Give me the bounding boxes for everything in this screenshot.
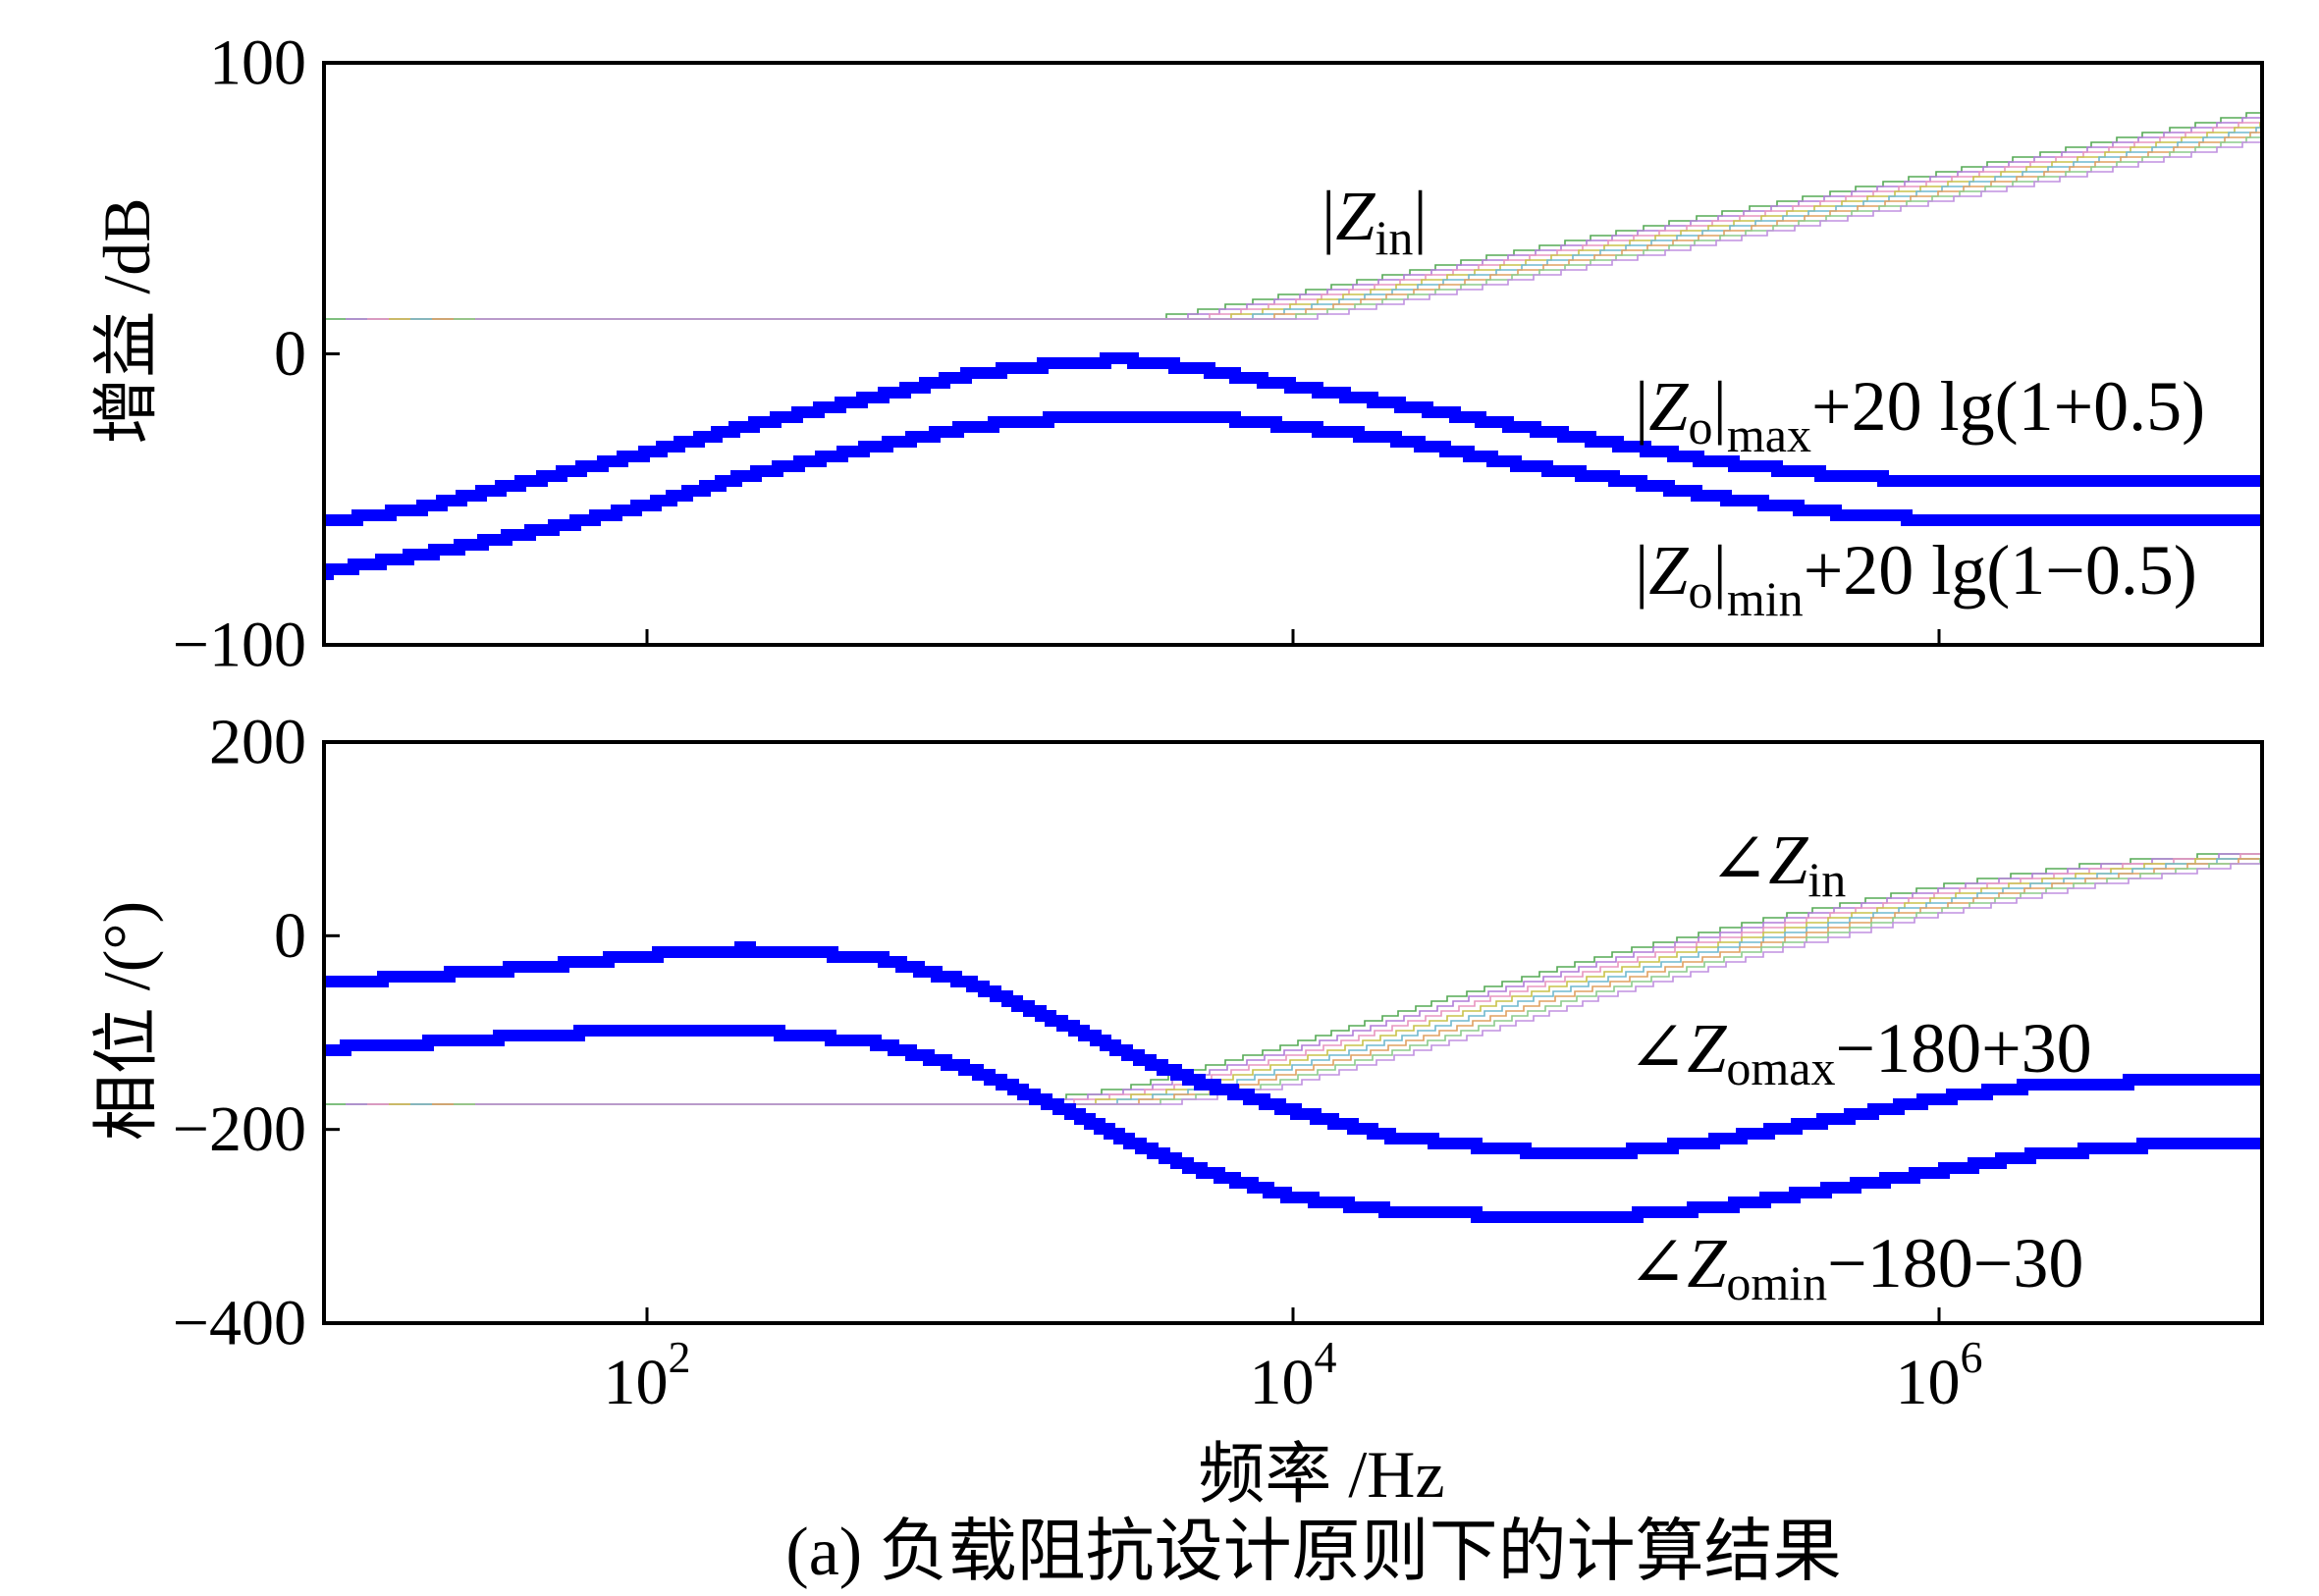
- label-mid: |: [1712, 531, 1726, 610]
- gain-ytick-label-0: 100: [209, 27, 306, 99]
- label-post: −180−30: [1827, 1224, 2083, 1303]
- label-italic: Z: [1687, 1224, 1727, 1303]
- label-italic: Z: [1648, 531, 1689, 610]
- zo-min-phase-label: ∠Zomin−180−30: [1628, 1224, 2083, 1310]
- gain-y-axis-label: 增益 /dB: [89, 197, 164, 444]
- label-pre: ∠: [1628, 1009, 1687, 1088]
- xtick-label-base: 10: [1896, 1347, 1961, 1418]
- gain-series-2-line: [324, 411, 2262, 580]
- phase-y-axis-label: 相位 /(°): [89, 901, 164, 1141]
- phase-series-0-line-4: [410, 858, 2262, 1105]
- label-pre: |: [1635, 367, 1648, 446]
- xtick-label-exponent: 4: [1315, 1332, 1337, 1382]
- label-italic: Z: [1335, 177, 1375, 255]
- phase-series-group: [324, 849, 2262, 1223]
- label-pre: ∠: [1709, 821, 1768, 899]
- gain-ytick-label-2: −100: [173, 610, 306, 681]
- label-post: +20 lg(1−0.5): [1804, 531, 2197, 610]
- phase-ytick-label-1: 0: [274, 900, 306, 972]
- phase-series-0-line-3: [389, 853, 2262, 1105]
- phase-series-0-line-7: [475, 863, 2262, 1105]
- zin-phase-label: ∠Zin: [1709, 821, 1846, 907]
- label-sub: in: [1375, 210, 1413, 265]
- phase-ytick-label-3: −400: [173, 1288, 306, 1359]
- zin-magnitude-label: |Zin|: [1321, 177, 1428, 265]
- label-sub2: min: [1727, 571, 1804, 626]
- phase-xtick-label-2: 106: [1896, 1332, 1983, 1418]
- label-pre: |: [1635, 531, 1648, 610]
- label-sub2: max: [1727, 407, 1811, 462]
- xtick-label-base: 10: [604, 1347, 669, 1418]
- gain-ytick-label-1: 0: [274, 318, 306, 390]
- zo-max-phase-label: ∠Zomax−180+30: [1628, 1009, 2092, 1095]
- x-axis-label: 频率 /Hz: [1198, 1437, 1444, 1512]
- phase-ytick-label-2: −200: [173, 1093, 306, 1165]
- label-pre: ∠: [1628, 1224, 1687, 1303]
- phase-xtick-label-0: 102: [604, 1332, 691, 1418]
- label-sub: omax: [1726, 1040, 1835, 1095]
- xtick-label-exponent: 6: [1961, 1332, 1983, 1382]
- label-italic: Z: [1687, 1009, 1727, 1088]
- label-mid: |: [1712, 367, 1726, 446]
- phase-series-0-line-5: [432, 858, 2262, 1105]
- phase-series-0-line-6: [454, 858, 2262, 1105]
- label-post: |: [1413, 177, 1427, 255]
- zo-min-magnitude-label: |Zo|min+20 lg(1−0.5): [1635, 531, 2197, 626]
- label-sub: in: [1807, 852, 1846, 907]
- label-sub: o: [1688, 563, 1712, 618]
- label-sub: omin: [1726, 1255, 1827, 1310]
- label-post: −180+30: [1835, 1009, 2091, 1088]
- phase-series-1-line: [324, 941, 2262, 1159]
- gain-series-group: [324, 112, 2262, 580]
- zo-max-magnitude-label: |Zo|max+20 lg(1+0.5): [1635, 367, 2205, 462]
- phase-xtick-label-1: 104: [1250, 1332, 1337, 1418]
- label-italic: Z: [1768, 821, 1808, 899]
- label-post: +20 lg(1+0.5): [1811, 367, 2205, 446]
- phase-ytick-label-0: 200: [209, 707, 306, 778]
- xtick-label-base: 10: [1250, 1347, 1315, 1418]
- label-pre: |: [1321, 177, 1335, 255]
- gain-ticks: 100 0 −100: [173, 27, 1941, 681]
- phase-series-0-line-0: [324, 849, 2262, 1105]
- xtick-label-exponent: 2: [669, 1332, 691, 1382]
- phase-series-0-line-1: [346, 853, 2262, 1105]
- gain-series-1-line: [324, 352, 2262, 526]
- gain-series-0-line-7: [475, 141, 2262, 320]
- phase-series-0-line-2: [367, 853, 2262, 1105]
- label-italic: Z: [1648, 367, 1689, 446]
- phase-series-2-line: [324, 1025, 2262, 1223]
- figure-caption: (a) 负载阻抗设计原则下的计算结果: [785, 1515, 1841, 1590]
- label-sub: o: [1688, 399, 1712, 454]
